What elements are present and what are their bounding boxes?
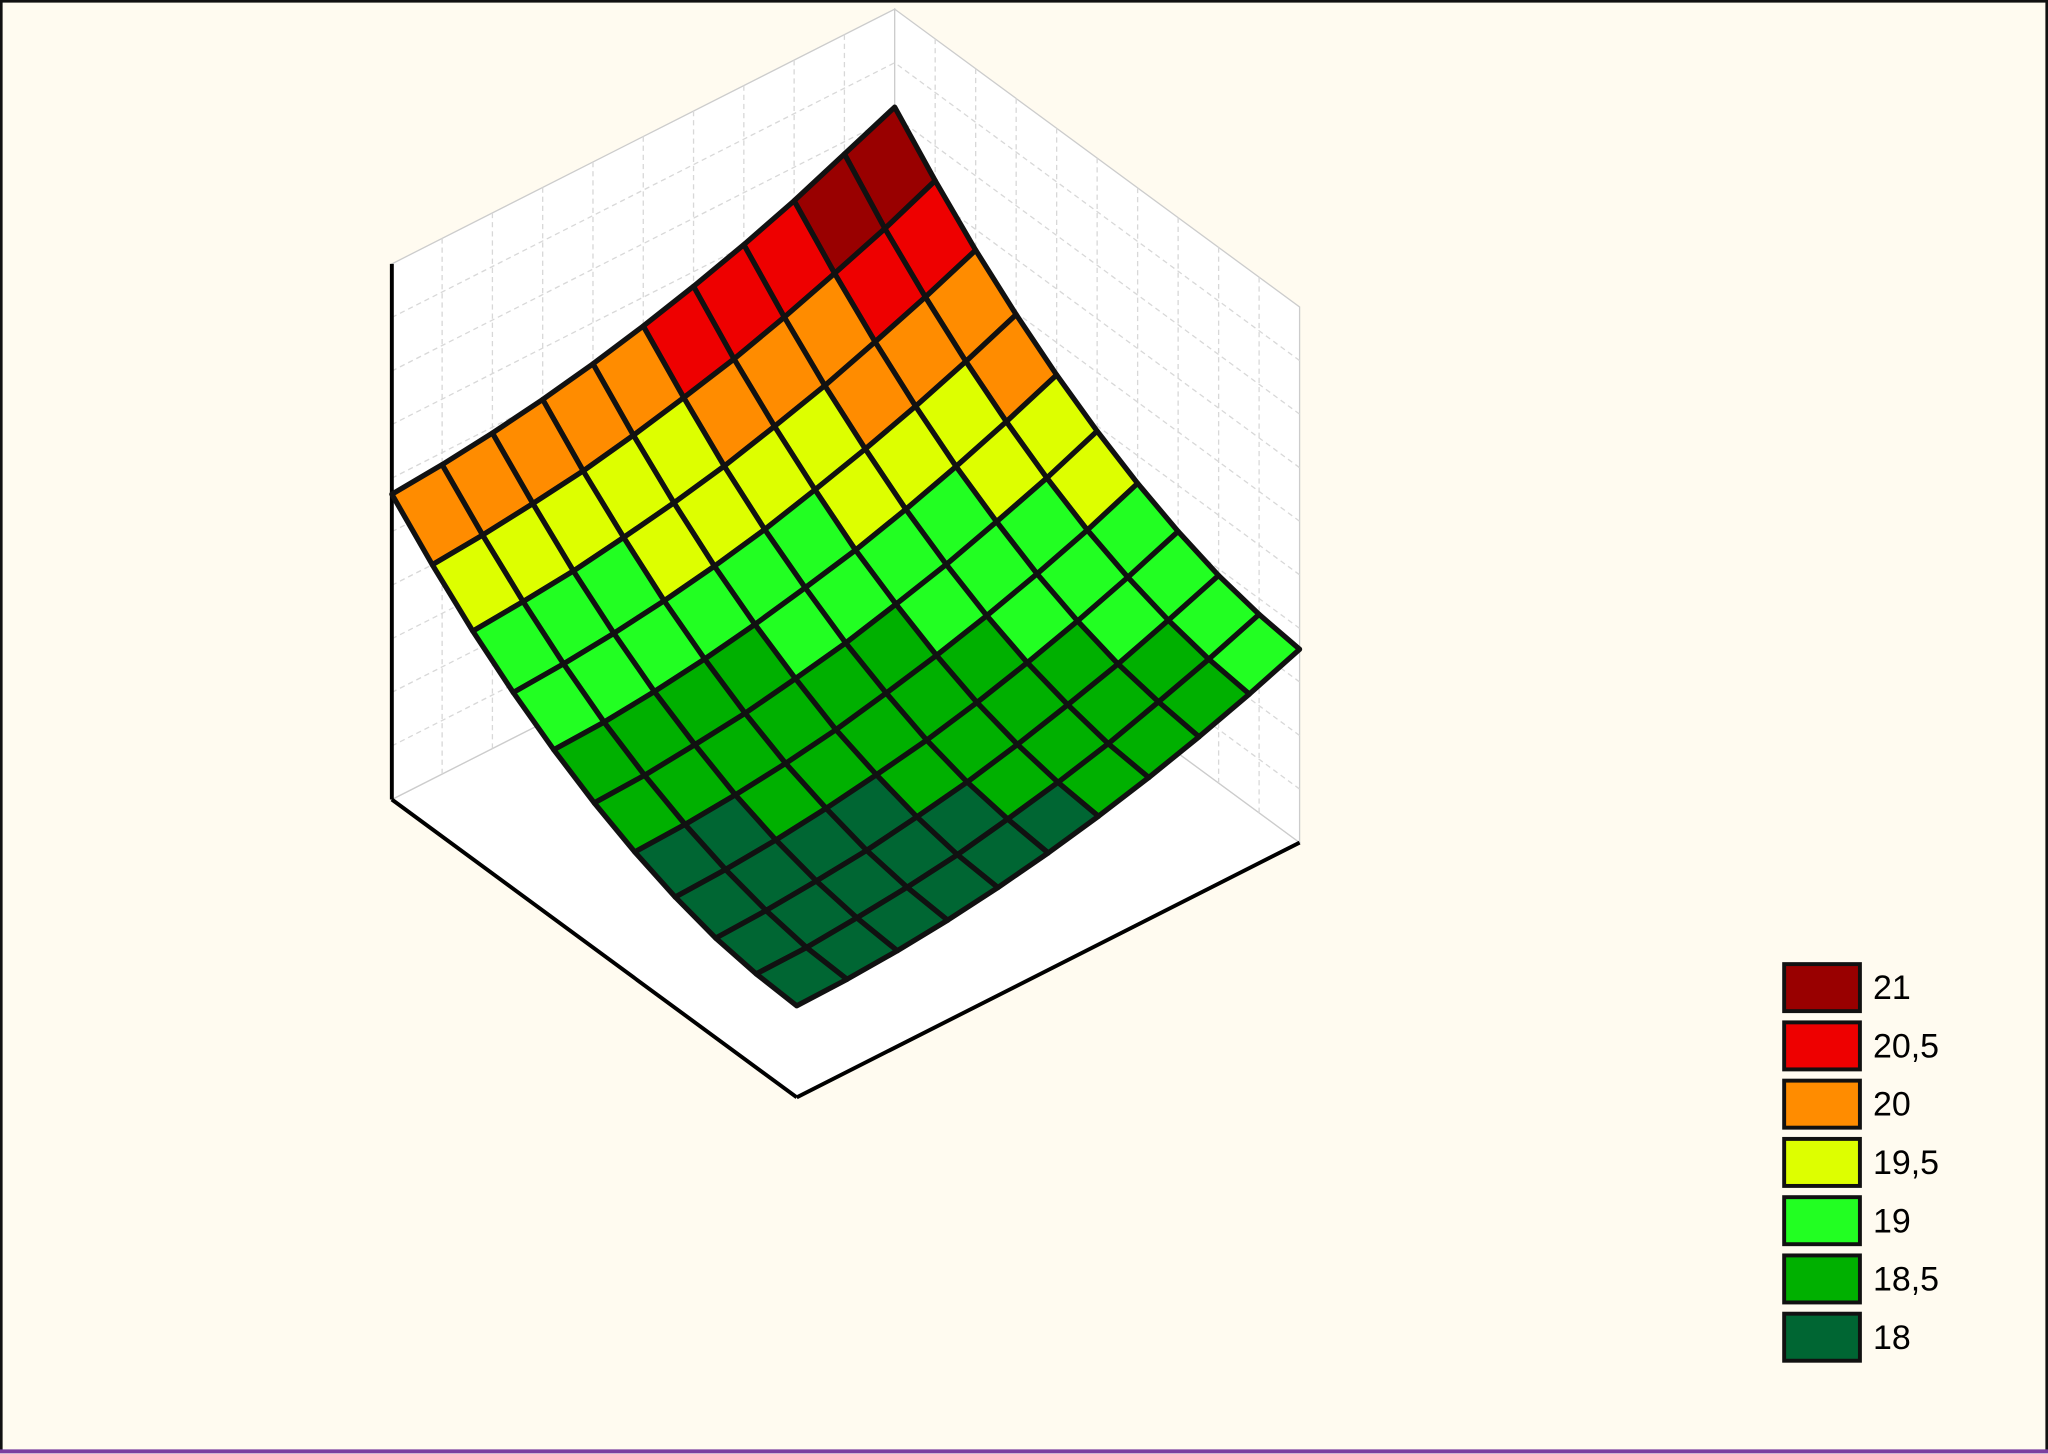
legend-label: 19,5 (1873, 1144, 1939, 1182)
legend-swatch (1782, 1253, 1862, 1305)
legend-label: 19 (1873, 1202, 1911, 1240)
axis-line (390, 797, 798, 1099)
wall-grid (894, 222, 1300, 522)
legend-swatch (1782, 1311, 1862, 1363)
legend-label: 20,5 (1873, 1027, 1939, 1065)
wall-grid (894, 169, 1300, 469)
wall-grid (894, 115, 1300, 415)
legend-swatch (1782, 1136, 1862, 1188)
legend-swatch (1782, 1020, 1862, 1072)
wall-grid (894, 62, 1300, 362)
legend-swatch (1782, 1078, 1862, 1130)
wall-grid (391, 115, 895, 372)
surface (389, 104, 1303, 1009)
legend-label: 20 (1873, 1086, 1911, 1124)
surface-cell (753, 944, 850, 1009)
legend-label: 18 (1873, 1319, 1911, 1357)
legend-swatch (1782, 1195, 1862, 1247)
legend-label: 18,5 (1873, 1261, 1939, 1299)
axis-line (795, 840, 1301, 1100)
wall-grid (894, 276, 1300, 576)
wall-grid (391, 62, 895, 319)
legend: 21 20,5 20 19,5 19 18,5 18 (1782, 962, 1939, 1363)
legend-swatch (1782, 962, 1862, 1014)
legend-label: 21 (1873, 969, 1911, 1007)
